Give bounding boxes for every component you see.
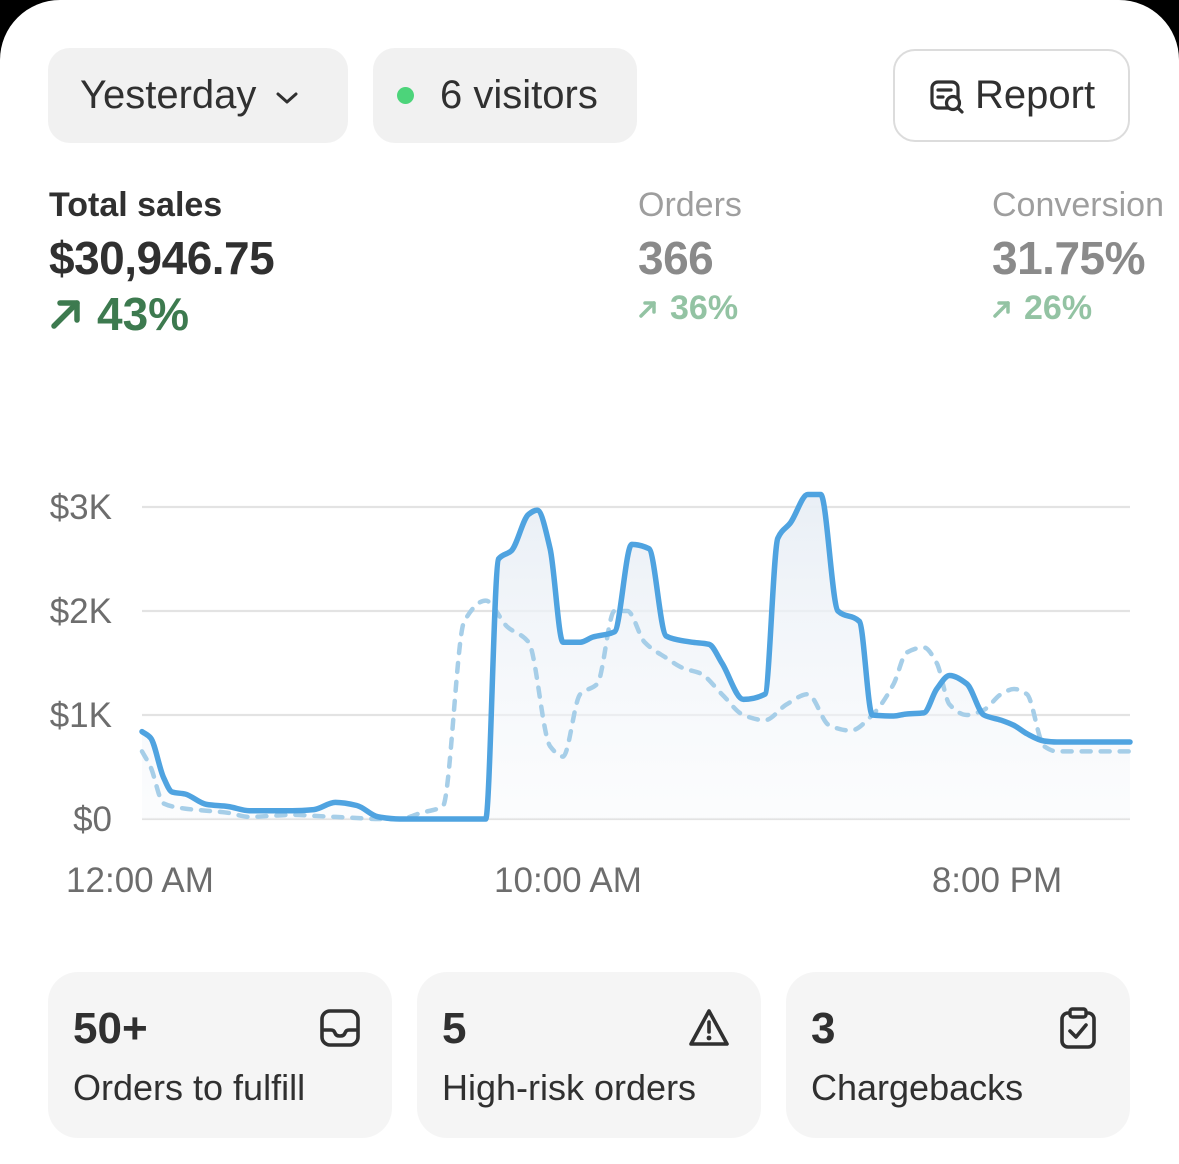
visitors-count: 6 visitors xyxy=(440,73,598,117)
metric-value: $30,946.75 xyxy=(49,232,275,284)
arrow-up-right-icon xyxy=(639,300,656,318)
series-line-previous-period xyxy=(139,598,1133,822)
metric-total-sales[interactable]: Total sales $30,946.75 43% xyxy=(49,186,275,341)
sales-line-chart[interactable]: $0 $1K $2K $3K 12:00 AM 10:00 AM 8:00 PM xyxy=(0,470,1179,920)
x-tick-label: 10:00 AM xyxy=(494,861,642,900)
metric-change: 43% xyxy=(49,287,274,341)
metric-label: Orders xyxy=(638,186,742,224)
report-search-icon xyxy=(930,79,964,114)
report-button[interactable]: Report xyxy=(893,49,1130,142)
metric-change: 26% xyxy=(992,289,1164,328)
metric-value: 31.75% xyxy=(992,232,1146,284)
chevron-down-icon xyxy=(276,92,298,103)
y-tick-label: $1K xyxy=(50,696,112,735)
arrow-up-right-icon xyxy=(993,300,1010,318)
clipboard-check-icon xyxy=(1060,1007,1096,1049)
tile-label: Orders to fulfill xyxy=(73,1067,306,1108)
date-range-label: Yesterday xyxy=(80,73,257,117)
x-tick-label: 12:00 AM xyxy=(66,861,214,900)
metric-label: Total sales xyxy=(49,186,223,224)
y-tick-label: $0 xyxy=(73,800,112,839)
live-status-dot xyxy=(397,87,414,104)
inbox-icon xyxy=(320,1009,360,1047)
metric-change-value: 26% xyxy=(1024,289,1093,327)
arrow-up-right-icon xyxy=(51,300,80,329)
tile-count: 5 xyxy=(442,1004,467,1053)
metric-conversion[interactable]: Conversion 31.75% 26% xyxy=(992,186,1164,328)
metric-value: 366 xyxy=(638,232,714,284)
live-visitors-badge[interactable]: 6 visitors xyxy=(373,48,637,143)
tile-count: 3 xyxy=(811,1004,836,1053)
alert-triangle-icon xyxy=(689,1009,729,1046)
date-range-selector[interactable]: Yesterday xyxy=(48,48,348,143)
orders-to-fulfill-tile[interactable]: 50+ Orders to fulfill xyxy=(48,972,392,1138)
metric-change-value: 36% xyxy=(670,289,739,327)
series-line-yesterday xyxy=(139,491,1133,822)
tile-count: 50+ xyxy=(73,1004,148,1053)
chargebacks-tile[interactable]: 3 Chargebacks xyxy=(786,972,1130,1138)
metric-change: 36% xyxy=(638,289,742,328)
report-button-label: Report xyxy=(975,73,1096,117)
metric-change-value: 43% xyxy=(97,288,190,340)
metric-orders[interactable]: Orders 366 36% xyxy=(638,186,742,328)
high-risk-orders-tile[interactable]: 5 High-risk orders xyxy=(417,972,761,1138)
series-area-fill xyxy=(142,494,1130,819)
tile-label: Chargebacks xyxy=(811,1067,1024,1108)
y-tick-label: $2K xyxy=(50,592,112,631)
tile-label: High-risk orders xyxy=(442,1067,697,1108)
x-tick-label: 8:00 PM xyxy=(932,861,1062,900)
y-tick-label: $3K xyxy=(50,488,112,527)
metric-label: Conversion xyxy=(992,186,1164,224)
